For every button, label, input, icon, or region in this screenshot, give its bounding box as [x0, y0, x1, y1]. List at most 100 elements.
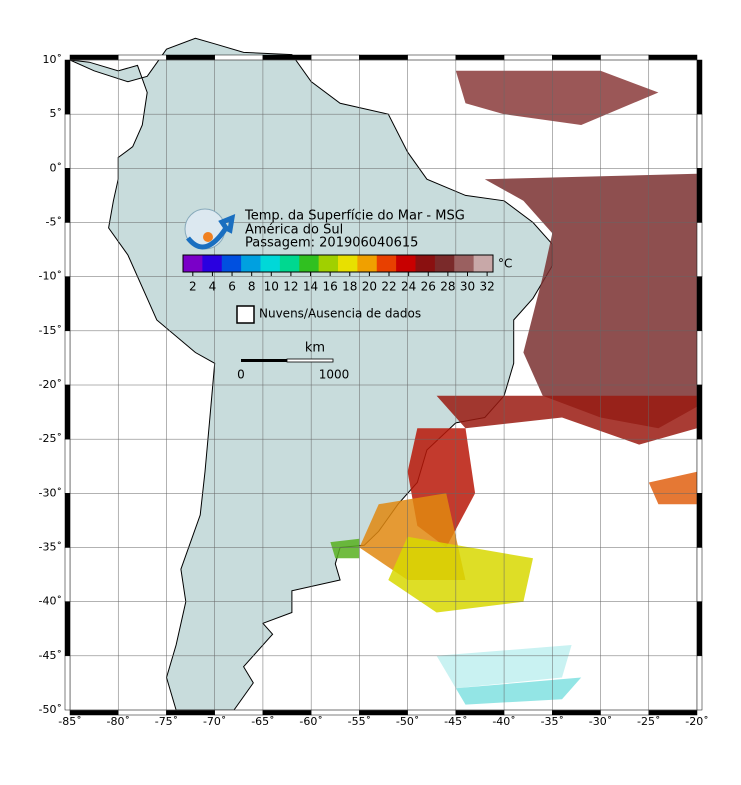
grid: -85˚ -80˚ -75˚ -70˚ -65˚ -60˚ -55˚ -50˚ -45˚ -40˚… — [39, 53, 709, 728]
frame — [262, 54, 312, 61]
colorbar-label: 20 — [362, 280, 377, 294]
lon-label: -50˚ — [396, 715, 419, 728]
colorbar-step — [299, 255, 320, 272]
frame — [64, 547, 71, 602]
frame — [648, 54, 698, 61]
scale-bar — [286, 358, 334, 363]
frame — [696, 276, 703, 332]
sst-patch — [484, 173, 697, 429]
colorbar-label: 6 — [228, 280, 236, 294]
scale-label: 1000 — [319, 368, 350, 382]
sst-patch — [436, 395, 697, 445]
lon-label: -85˚ — [58, 715, 81, 728]
title-line: Temp. da Superfície do Mar - MSG — [244, 209, 465, 224]
lon-label: -35˚ — [541, 715, 564, 728]
frame — [696, 168, 703, 223]
colorbar-step — [183, 255, 203, 272]
frame — [69, 54, 119, 61]
colorbar-label: 26 — [421, 280, 436, 294]
sst-patch — [648, 471, 697, 505]
lat-label: -30˚ — [39, 486, 62, 499]
lon-label: -65˚ — [251, 715, 274, 728]
title-line: Passagem: 201906040615 — [245, 236, 418, 251]
sst-patch — [330, 538, 360, 559]
frame — [64, 168, 71, 223]
frame — [64, 276, 71, 332]
lon-label: -80˚ — [106, 715, 129, 728]
frame — [310, 54, 360, 61]
sst-patch — [388, 536, 533, 613]
frame — [503, 54, 553, 61]
frame — [117, 54, 167, 61]
colorbar-step — [357, 255, 378, 272]
lat-label: -45˚ — [39, 649, 62, 662]
logo-arrow — [186, 214, 236, 250]
frame — [696, 601, 703, 657]
colorbar-frame — [182, 254, 494, 273]
legend-text: Nuvens/Ausencia de dados — [259, 307, 421, 321]
colorbar-step — [454, 255, 475, 272]
frame — [552, 54, 601, 61]
lat-label: 0˚ — [50, 161, 63, 174]
overlay: Temp. da Superfície do Mar - MSG América… — [184, 208, 512, 382]
lat-label: -35˚ — [39, 541, 62, 554]
colorbar-step — [279, 255, 300, 272]
frame — [64, 438, 71, 494]
colorbar-label: 8 — [248, 280, 256, 294]
colorbar-step — [260, 255, 281, 272]
colorbar-step — [396, 255, 416, 272]
colorbar-step — [473, 255, 494, 272]
legend-swatch — [236, 305, 255, 324]
lon-label: -25˚ — [637, 715, 660, 728]
lon-label: -40˚ — [492, 715, 515, 728]
lat-label: 5˚ — [50, 107, 63, 120]
lat-label: -20˚ — [39, 378, 62, 391]
colorbar-step — [318, 255, 339, 272]
frame — [696, 222, 703, 277]
frame — [64, 330, 71, 386]
colorbar-step — [415, 255, 436, 272]
frame — [64, 655, 71, 711]
frame — [64, 384, 71, 440]
lat-label: 10˚ — [43, 53, 63, 66]
sst-patch — [455, 677, 582, 705]
lon-label: -60˚ — [299, 715, 322, 728]
lat-label: -25˚ — [39, 432, 62, 445]
colorbar-step — [376, 255, 397, 272]
frame — [696, 384, 703, 440]
lat-label: -10˚ — [39, 270, 62, 283]
lat-label: -5˚ — [46, 216, 62, 229]
frame — [696, 655, 703, 711]
colorbar-step — [202, 255, 223, 272]
colorbar-label: 14 — [303, 280, 318, 294]
frame — [696, 547, 703, 602]
colorbar-label: 18 — [342, 280, 357, 294]
frame — [600, 54, 650, 61]
frame — [64, 222, 71, 277]
lon-label: -55˚ — [348, 715, 371, 728]
frame — [64, 113, 71, 169]
frame — [455, 54, 505, 61]
frame — [696, 438, 703, 494]
frame — [64, 59, 71, 115]
scale-bar — [241, 359, 287, 362]
scale-unit: km — [305, 341, 325, 356]
colorbar-step — [241, 255, 261, 272]
colorbar-label: 22 — [381, 280, 396, 294]
frame — [166, 54, 215, 61]
colorbar-label: 10 — [264, 280, 279, 294]
lon-label: -75˚ — [155, 715, 178, 728]
frame — [214, 54, 264, 61]
lat-label: -15˚ — [39, 324, 62, 337]
sst-patches — [330, 70, 697, 705]
logo-sun — [203, 232, 213, 242]
frame — [696, 113, 703, 169]
colorbar-label: 24 — [401, 280, 416, 294]
frame — [696, 330, 703, 386]
colorbar-label: 12 — [283, 280, 298, 294]
colorbar-step — [338, 255, 358, 272]
colorbar-label: 16 — [323, 280, 338, 294]
colorbar-label: 32 — [479, 280, 494, 294]
